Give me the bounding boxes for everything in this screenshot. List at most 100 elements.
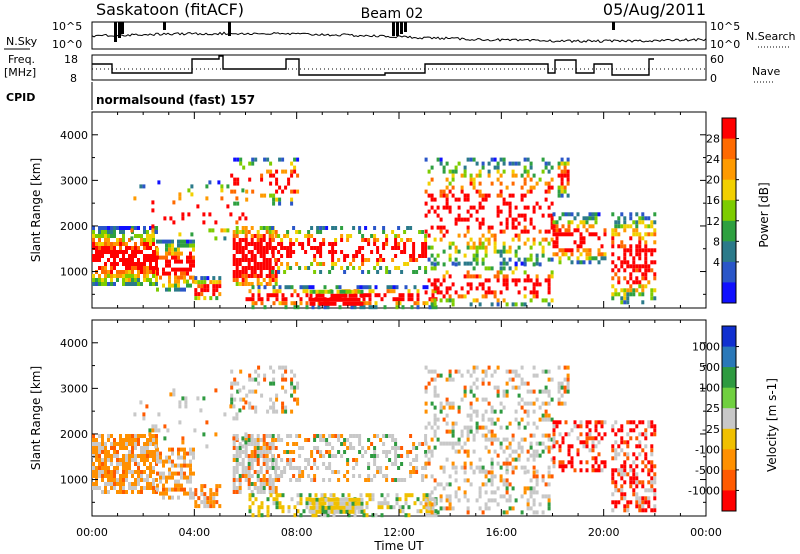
data-cell <box>257 509 261 514</box>
data-cell <box>379 438 383 442</box>
data-cell <box>641 496 645 501</box>
data-cell <box>385 270 389 274</box>
data-cell <box>194 280 198 285</box>
data-cell <box>209 488 213 493</box>
data-cell <box>95 250 98 254</box>
data-cell <box>241 188 245 193</box>
data-cell <box>98 454 101 458</box>
data-cell <box>573 228 577 233</box>
data-cell <box>566 169 570 174</box>
data-cell <box>434 289 438 294</box>
data-cell <box>274 438 278 442</box>
data-cell <box>499 290 503 295</box>
data-cell <box>180 259 183 264</box>
data-cell <box>327 289 331 294</box>
data-cell <box>487 237 491 242</box>
data-cell <box>151 232 155 237</box>
data-cell <box>319 254 323 258</box>
data-cell <box>585 216 589 221</box>
data-cell <box>104 278 107 282</box>
data-cell <box>582 444 586 449</box>
data-cell <box>281 509 285 514</box>
data-cell <box>376 262 380 266</box>
data-cell <box>535 478 539 483</box>
data-cell <box>388 458 392 462</box>
data-cell <box>478 274 482 279</box>
data-cell <box>576 436 580 441</box>
data-cell <box>436 290 440 295</box>
data-cell <box>292 450 296 454</box>
data-cell <box>184 404 188 409</box>
data-cell <box>122 270 125 274</box>
data-cell <box>134 254 137 258</box>
data-cell <box>481 482 485 487</box>
data-cell <box>433 209 437 214</box>
data-cell <box>358 474 362 478</box>
data-cell <box>481 417 485 422</box>
data-cell <box>600 256 604 261</box>
data-cell <box>490 490 494 495</box>
data-cell <box>352 474 356 478</box>
data-cell <box>326 513 330 518</box>
data-cell <box>140 270 143 274</box>
data-cell <box>454 449 458 454</box>
x-tick-label: 12:00 <box>383 526 415 539</box>
data-cell <box>95 278 98 282</box>
data-cell <box>526 274 530 279</box>
data-cell <box>140 458 143 462</box>
data-cell <box>644 276 648 281</box>
data-cell <box>140 434 143 438</box>
data-cell <box>343 450 347 454</box>
data-cell <box>98 230 101 234</box>
data-cell <box>558 248 562 253</box>
data-cell <box>641 300 645 305</box>
data-cell <box>98 274 101 278</box>
data-cell <box>250 462 254 466</box>
data-cell <box>460 429 464 434</box>
data-cell <box>529 253 533 258</box>
data-cell <box>481 245 485 250</box>
data-cell <box>544 482 548 487</box>
data-cell <box>272 173 276 178</box>
data-cell <box>296 305 300 310</box>
data-cell <box>157 412 161 417</box>
data-cell <box>463 465 467 470</box>
data-cell <box>275 297 279 302</box>
data-cell <box>149 486 152 490</box>
data-cell <box>635 224 639 229</box>
data-cell <box>265 262 269 266</box>
data-cell <box>192 243 195 248</box>
data-cell <box>296 501 300 506</box>
data-cell <box>307 458 311 462</box>
data-cell <box>600 468 604 473</box>
data-cell <box>481 510 485 515</box>
data-cell <box>499 157 503 162</box>
y-tick-label: 2000 <box>60 220 88 233</box>
data-cell <box>635 280 639 285</box>
data-cell <box>653 288 657 293</box>
data-cell <box>259 486 263 490</box>
data-cell <box>442 225 446 230</box>
data-cell <box>131 474 134 478</box>
data-cell <box>638 508 642 513</box>
data-cell <box>310 478 314 482</box>
data-cell <box>466 413 470 418</box>
data-cell <box>235 454 239 458</box>
data-cell <box>352 434 356 438</box>
data-cell <box>332 513 336 518</box>
data-cell <box>101 458 104 462</box>
data-cell <box>487 506 491 511</box>
colorbar-segment <box>722 469 736 491</box>
data-cell <box>517 373 521 378</box>
data-cell <box>560 393 564 398</box>
data-cell <box>404 493 408 498</box>
data-cell <box>226 228 230 233</box>
data-cell <box>400 238 404 242</box>
data-cell <box>523 241 527 246</box>
data-cell <box>359 305 363 310</box>
data-cell <box>253 482 257 486</box>
data-cell <box>262 462 266 466</box>
data-cell <box>286 230 290 234</box>
data-cell <box>262 234 266 238</box>
